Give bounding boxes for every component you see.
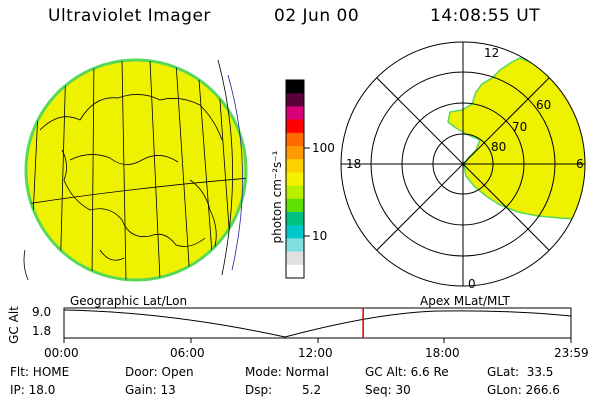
colorbar-band [286, 80, 304, 94]
orbit-ytick-low: 1.8 [32, 324, 52, 338]
orbit-left-label: Geographic Lat/Lon [70, 294, 188, 308]
colorbar-band [286, 119, 304, 134]
app-title: Ultraviolet Imager [48, 6, 211, 26]
orbit-xtick-0: 00:00 [44, 346, 79, 360]
orbit-xtick-2: 12:00 [298, 346, 333, 360]
orbit-xtick-4: 23:59 [554, 346, 589, 360]
mlt-label-noon: 12 [484, 46, 500, 60]
info-sequence: Seq: 30 [365, 383, 411, 397]
colorbar-band [286, 185, 304, 200]
colorbar-band [286, 146, 304, 160]
date-label: 02 Jun 00 [274, 6, 360, 26]
mlt-label-dusk: 18 [346, 157, 362, 171]
info-gain: Gain: 13 [125, 383, 176, 397]
mlt-label-dawn: 6 [576, 157, 584, 171]
info-door: Door: Open [125, 365, 194, 379]
colorbar-tick-label-10: 10 [312, 229, 328, 243]
colorbar-band [286, 93, 304, 107]
colorbar-frame [285, 79, 305, 279]
orbit-xtick-1: 06:00 [170, 346, 205, 360]
time-label: 14:08:55 UT [430, 6, 541, 26]
info-mode: Mode: Normal [245, 365, 329, 379]
info-dsp-label: Dsp: [245, 383, 273, 397]
mlat-label-80: 80 [491, 140, 507, 154]
polar-axis-diag2 [376, 77, 550, 251]
colorbar-tick-label-100: 100 [312, 141, 335, 155]
colorbar-gradient [286, 80, 304, 279]
colorbar-band [286, 159, 304, 173]
info-ip: IP: 18.0 [10, 383, 56, 397]
colorbar-band [286, 225, 304, 239]
orbit-ytick-high: 9.0 [32, 305, 52, 319]
colorbar-band [286, 251, 304, 266]
info-flight: Flt: HOME [10, 365, 70, 379]
coastline-overlay [26, 60, 246, 280]
mlat-label-70: 70 [512, 120, 528, 134]
colorbar-band [286, 264, 304, 279]
colorbar-band [286, 198, 304, 213]
colorbar-band [286, 106, 304, 121]
orbit-xtick-3: 18:00 [425, 346, 460, 360]
colorbar-band [286, 172, 304, 187]
mlat-label-60: 60 [536, 98, 552, 112]
colorbar-band [286, 238, 304, 253]
orbit-frame [63, 307, 572, 339]
mlt-label-midnight: 0 [468, 277, 476, 291]
orbit-altitude-curve [63, 309, 572, 338]
info-glat: GLat: 33.5 [487, 365, 554, 379]
globe-disk [24, 58, 248, 282]
colorbar-band [286, 132, 304, 147]
info-dsp-value: 5.2 [302, 383, 322, 397]
orbit-right-label: Apex MLat/MLT [420, 294, 510, 308]
info-glon: GLon: 266.6 [487, 383, 560, 397]
info-gc-altitude: GC Alt: 6.6 Re [365, 365, 449, 379]
colorbar-band [286, 212, 304, 226]
